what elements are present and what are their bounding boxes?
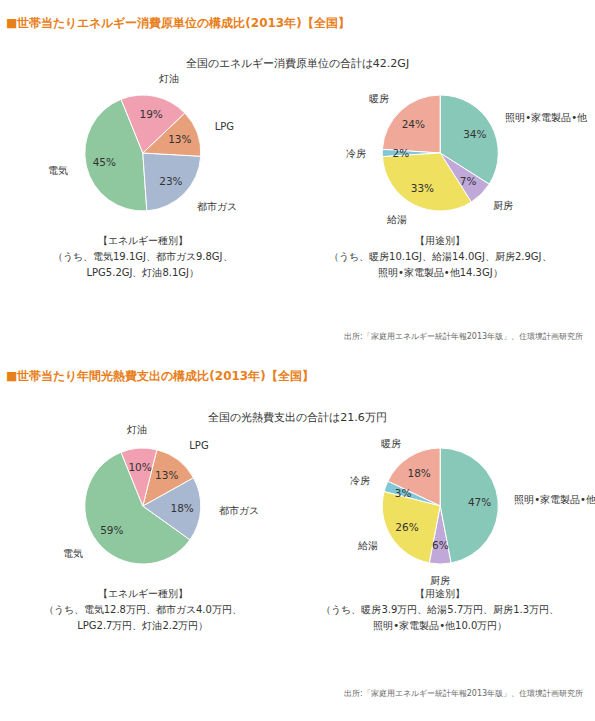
data-label: 24% bbox=[402, 118, 425, 130]
pie-slice bbox=[143, 153, 201, 211]
category-label: 暖房 bbox=[381, 438, 401, 449]
data-label: 45% bbox=[93, 156, 116, 168]
section-subtitle: 全国の光熱費支出の合計は21.6万円 bbox=[208, 411, 387, 424]
slices bbox=[382, 448, 498, 564]
slices bbox=[382, 95, 498, 211]
data-label: 26% bbox=[395, 521, 418, 533]
category-label: 電気 bbox=[63, 548, 83, 559]
category-label: 照明•家電製品•他 bbox=[505, 112, 587, 123]
pie-slice bbox=[440, 448, 498, 563]
category-label: 冷房 bbox=[350, 475, 370, 486]
section-subtitle: 全国のエネルギー消費原単位の合計は42.2GJ bbox=[186, 57, 409, 70]
background bbox=[0, 0, 595, 721]
data-label: 18% bbox=[171, 502, 194, 514]
data-label: 59% bbox=[100, 524, 123, 536]
slice-labels: 45% 電気 23% 都市ガス 13% LPG 19% 灯油 bbox=[48, 73, 237, 213]
data-label: 10% bbox=[128, 461, 151, 473]
category-label: 給湯 bbox=[386, 214, 407, 225]
slices bbox=[85, 448, 201, 564]
data-label: 18% bbox=[407, 467, 430, 479]
category-label: 灯油 bbox=[159, 73, 179, 84]
caption: 【用途別】（うち、暖房10.1GJ、給湯14.0GJ、厨房2.9GJ、照明•家電… bbox=[329, 235, 552, 278]
data-label: 34% bbox=[463, 128, 486, 140]
source-note: 出所:「家庭用エネルギー統計年報2013年版」、住環境計画研究所 bbox=[344, 332, 583, 341]
caption: 【エネルギー種別】（うち、電気12.8万円、都市ガス4.0万円、LPG2.7万円… bbox=[44, 588, 242, 631]
category-label: 都市ガス bbox=[197, 201, 237, 212]
category-label: 電気 bbox=[48, 165, 68, 176]
source-note: 出所:「家庭用エネルギー統計年報2013年版」、住環境計画研究所 bbox=[344, 689, 583, 698]
category-label: 灯油 bbox=[127, 424, 147, 435]
pie-chart: 24% 暖房 2% 冷房 33% 給湯 7% 厨房 34% 照明•家電製品•他 bbox=[346, 93, 587, 224]
slice-labels: 59% 電気 18% 都市ガス 13% LPG 10% 灯油 bbox=[63, 424, 260, 559]
pie-slice bbox=[382, 95, 440, 153]
category-label: 都市ガス bbox=[219, 505, 259, 516]
category-label: 暖房 bbox=[369, 93, 389, 104]
caption: 【用途別】（うち、暖房3.9万円、給湯5.7万円、厨房1.3万円、照明•家電製品… bbox=[321, 588, 559, 631]
pie-chart: 18% 暖房 3% 冷房 26% 給湯 6% 厨房 47% 照明•家電製品•他 bbox=[350, 438, 595, 586]
chart-page: 45% 電気 23% 都市ガス 13% LPG 19% 灯油 ■世帯当たりエネルギー消費原単位の… bbox=[0, 0, 595, 721]
section-title: ■世帯当たりエネルギー消費原単位の構成比(2013年)【全国】 bbox=[6, 16, 350, 30]
category-label: 厨房 bbox=[430, 575, 450, 586]
category-label: LPG bbox=[189, 440, 208, 451]
slice-labels: 24% 暖房 2% 冷房 33% 給湯 7% 厨房 34% 照明•家電製品•他 bbox=[346, 93, 587, 224]
category-label: 給湯 bbox=[357, 540, 378, 551]
data-label: 23% bbox=[159, 175, 182, 187]
data-label: 33% bbox=[411, 182, 434, 194]
data-label: 6% bbox=[432, 539, 449, 551]
category-label: LPG bbox=[215, 121, 234, 132]
pie-chart: 45% 電気 23% 都市ガス 13% LPG 19% 灯油 bbox=[48, 73, 237, 213]
data-label: 47% bbox=[468, 496, 491, 508]
data-label: 13% bbox=[155, 469, 178, 481]
category-label: 厨房 bbox=[493, 200, 513, 211]
pie-slice bbox=[121, 448, 157, 506]
category-label: 照明•家電製品•他 bbox=[514, 494, 595, 505]
data-label: 13% bbox=[168, 133, 191, 145]
slices bbox=[85, 95, 201, 211]
section-title: ■世帯当たり年間光熱費支出の構成比(2013年)【全国】 bbox=[6, 369, 314, 383]
data-label: 2% bbox=[393, 147, 410, 159]
caption: 【エネルギー種別】（うち、電気19.1GJ、都市ガス9.8GJ、LPG5.2GJ… bbox=[53, 235, 233, 278]
slice-labels: 18% 暖房 3% 冷房 26% 給湯 6% 厨房 47% 照明•家電製品•他 bbox=[350, 438, 595, 586]
data-label: 7% bbox=[460, 175, 477, 187]
category-label: 冷房 bbox=[346, 148, 366, 159]
data-label: 19% bbox=[139, 108, 162, 120]
pie-slice bbox=[440, 95, 498, 184]
data-label: 3% bbox=[395, 487, 412, 499]
pie-chart: 59% 電気 18% 都市ガス 13% LPG 10% 灯油 bbox=[63, 424, 260, 564]
